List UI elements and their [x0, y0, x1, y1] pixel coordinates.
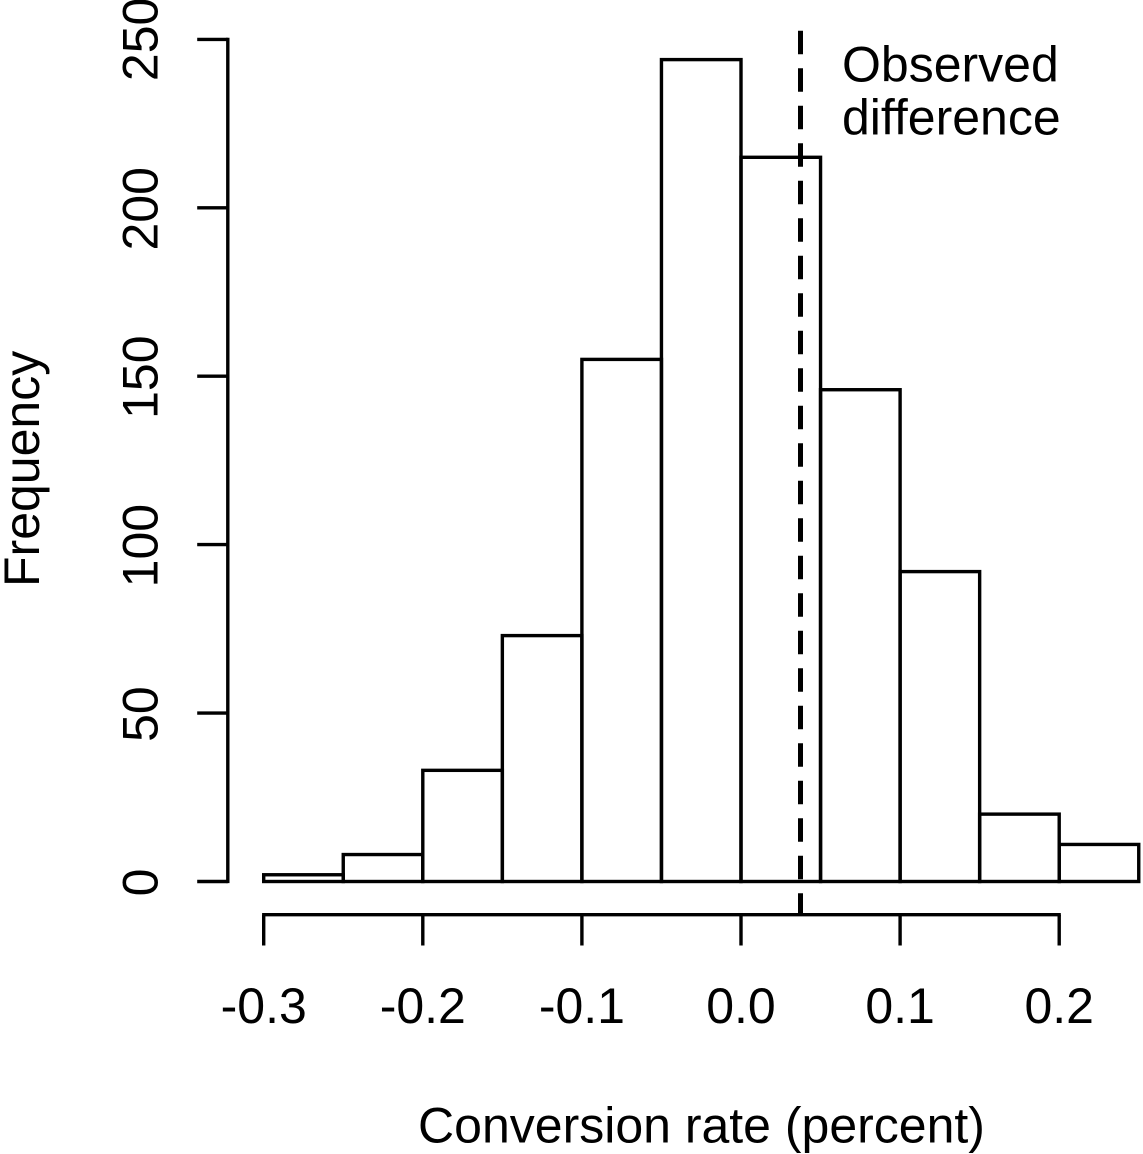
svg-text:0: 0 [113, 869, 169, 897]
svg-text:Frequency: Frequency [0, 351, 50, 587]
svg-text:0.0: 0.0 [706, 978, 776, 1034]
svg-text:-0.1: -0.1 [539, 978, 625, 1034]
svg-text:Observed: Observed [842, 37, 1059, 93]
svg-text:100: 100 [113, 504, 169, 587]
svg-text:250: 250 [113, 0, 169, 81]
svg-text:0.1: 0.1 [865, 978, 935, 1034]
svg-text:-0.2: -0.2 [380, 978, 466, 1034]
svg-text:200: 200 [113, 167, 169, 250]
svg-text:150: 150 [113, 335, 169, 418]
svg-text:0.2: 0.2 [1024, 978, 1094, 1034]
svg-text:Conversion rate (percent): Conversion rate (percent) [418, 1098, 985, 1154]
svg-text:50: 50 [113, 686, 169, 742]
svg-text:-0.3: -0.3 [221, 978, 307, 1034]
svg-text:difference: difference [842, 90, 1061, 146]
